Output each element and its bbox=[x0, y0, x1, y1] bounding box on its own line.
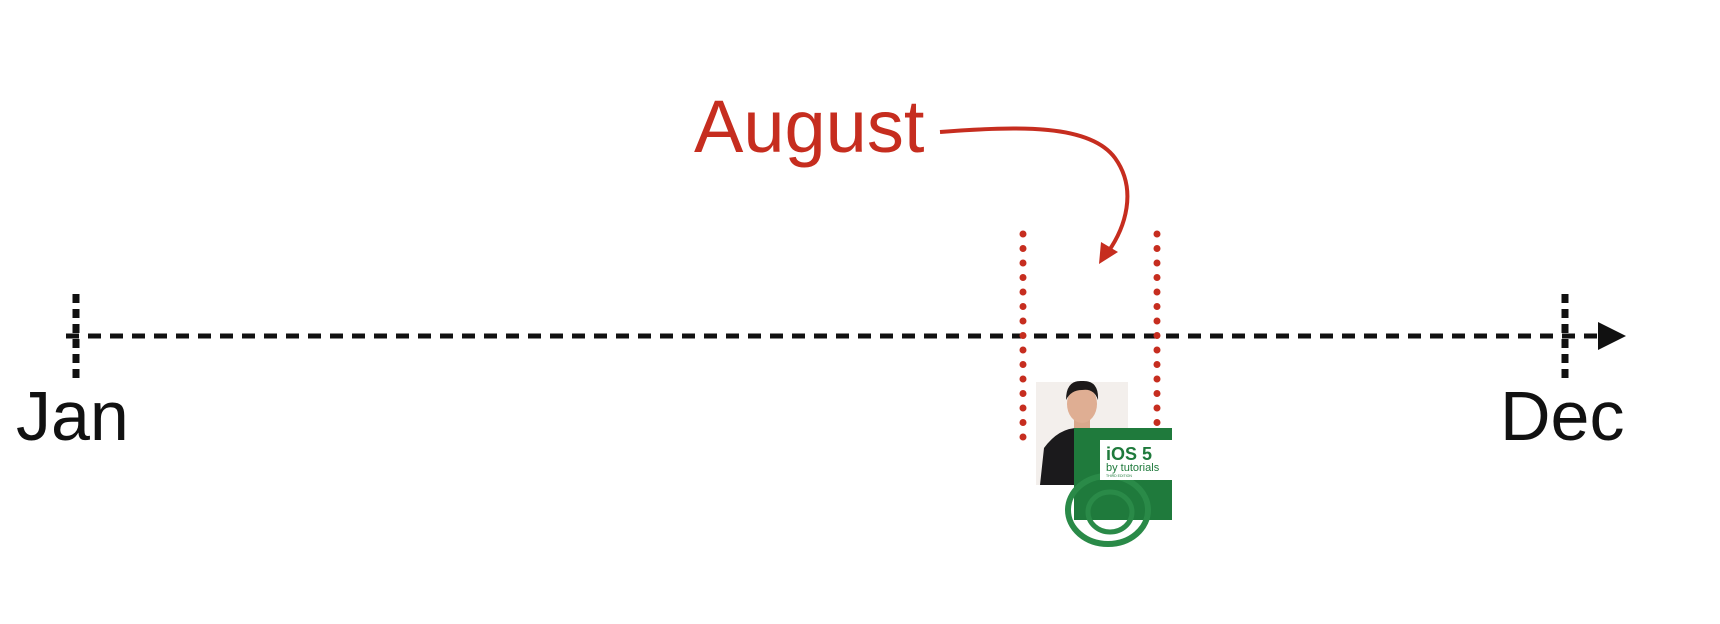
book-subtitle: by tutorials bbox=[1106, 462, 1160, 474]
dec-label: Dec bbox=[1500, 377, 1624, 455]
callout-arrowhead bbox=[1099, 242, 1118, 264]
book-cover: iOS 5 by tutorials THIRD EDITION bbox=[1065, 428, 1172, 547]
jan-label: Jan bbox=[16, 377, 129, 455]
august-label: August bbox=[694, 85, 925, 168]
timeline-arrowhead bbox=[1598, 322, 1626, 350]
book-title: iOS 5 bbox=[1106, 444, 1152, 464]
book-edition: THIRD EDITION bbox=[1106, 474, 1132, 478]
callout-arrow bbox=[939, 126, 1130, 254]
